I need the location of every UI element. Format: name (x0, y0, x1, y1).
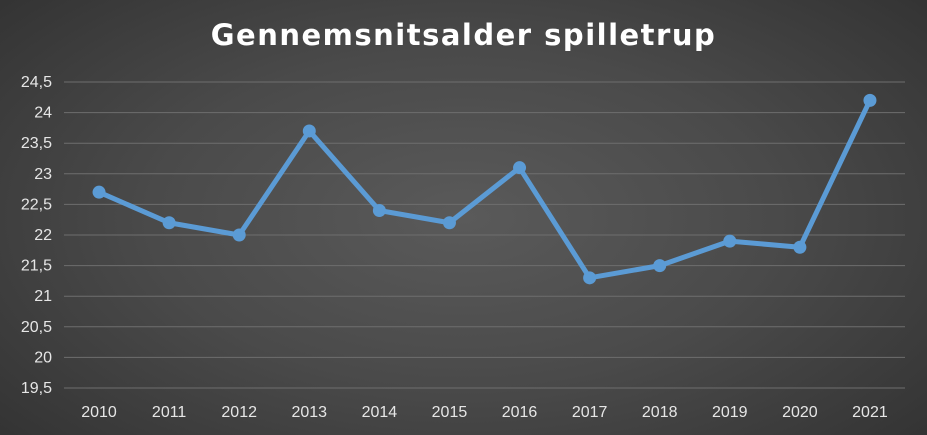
y-tick-label: 19,5 (21, 380, 52, 397)
data-point (513, 161, 527, 175)
y-tick-label: 22 (34, 227, 52, 244)
x-tick-label: 2016 (502, 404, 538, 421)
x-tick-label: 2018 (642, 404, 678, 421)
x-tick-label: 2021 (852, 404, 888, 421)
y-tick-label: 23,5 (21, 135, 52, 152)
x-tick-label: 2017 (572, 404, 608, 421)
x-tick-label: 2020 (782, 404, 818, 421)
chart-title: Gennemsnitsalder spilletrup (210, 18, 717, 52)
x-tick-label: 2014 (362, 404, 398, 421)
data-point (723, 234, 737, 248)
y-tick-label: 23 (34, 166, 52, 183)
x-tick-label: 2015 (432, 404, 468, 421)
data-point (583, 271, 597, 285)
data-point (372, 204, 386, 218)
data-point (162, 216, 176, 230)
data-point (793, 240, 807, 254)
y-tick-label: 24,5 (21, 74, 52, 91)
y-tick-label: 22,5 (21, 196, 52, 213)
data-point (302, 124, 316, 138)
y-axis-ticks: 19,5 20 20,5 21 21,5 22 22,5 23 23,5 24 24,5 (21, 74, 52, 397)
y-tick-label: 21,5 (21, 258, 52, 275)
data-point (92, 185, 106, 199)
x-axis-ticks: 2010 2011 2012 2013 2014 2015 2016 2017 2018 2019… (81, 404, 888, 421)
x-tick-label: 2011 (152, 404, 187, 421)
data-point (863, 93, 877, 107)
x-tick-label: 2010 (81, 404, 117, 421)
series-line (96, 97, 873, 281)
x-tick-label: 2019 (712, 404, 748, 421)
gridlines (64, 81, 905, 389)
y-tick-label: 24 (34, 105, 52, 122)
y-tick-label: 20,5 (21, 319, 52, 336)
data-point (442, 216, 456, 230)
x-tick-label: 2013 (291, 404, 327, 421)
data-point (232, 228, 246, 242)
x-tick-label: 2012 (221, 404, 257, 421)
series-layer (92, 93, 877, 285)
y-tick-label: 20 (34, 349, 52, 366)
data-point (653, 259, 667, 273)
y-tick-label: 21 (34, 288, 52, 305)
